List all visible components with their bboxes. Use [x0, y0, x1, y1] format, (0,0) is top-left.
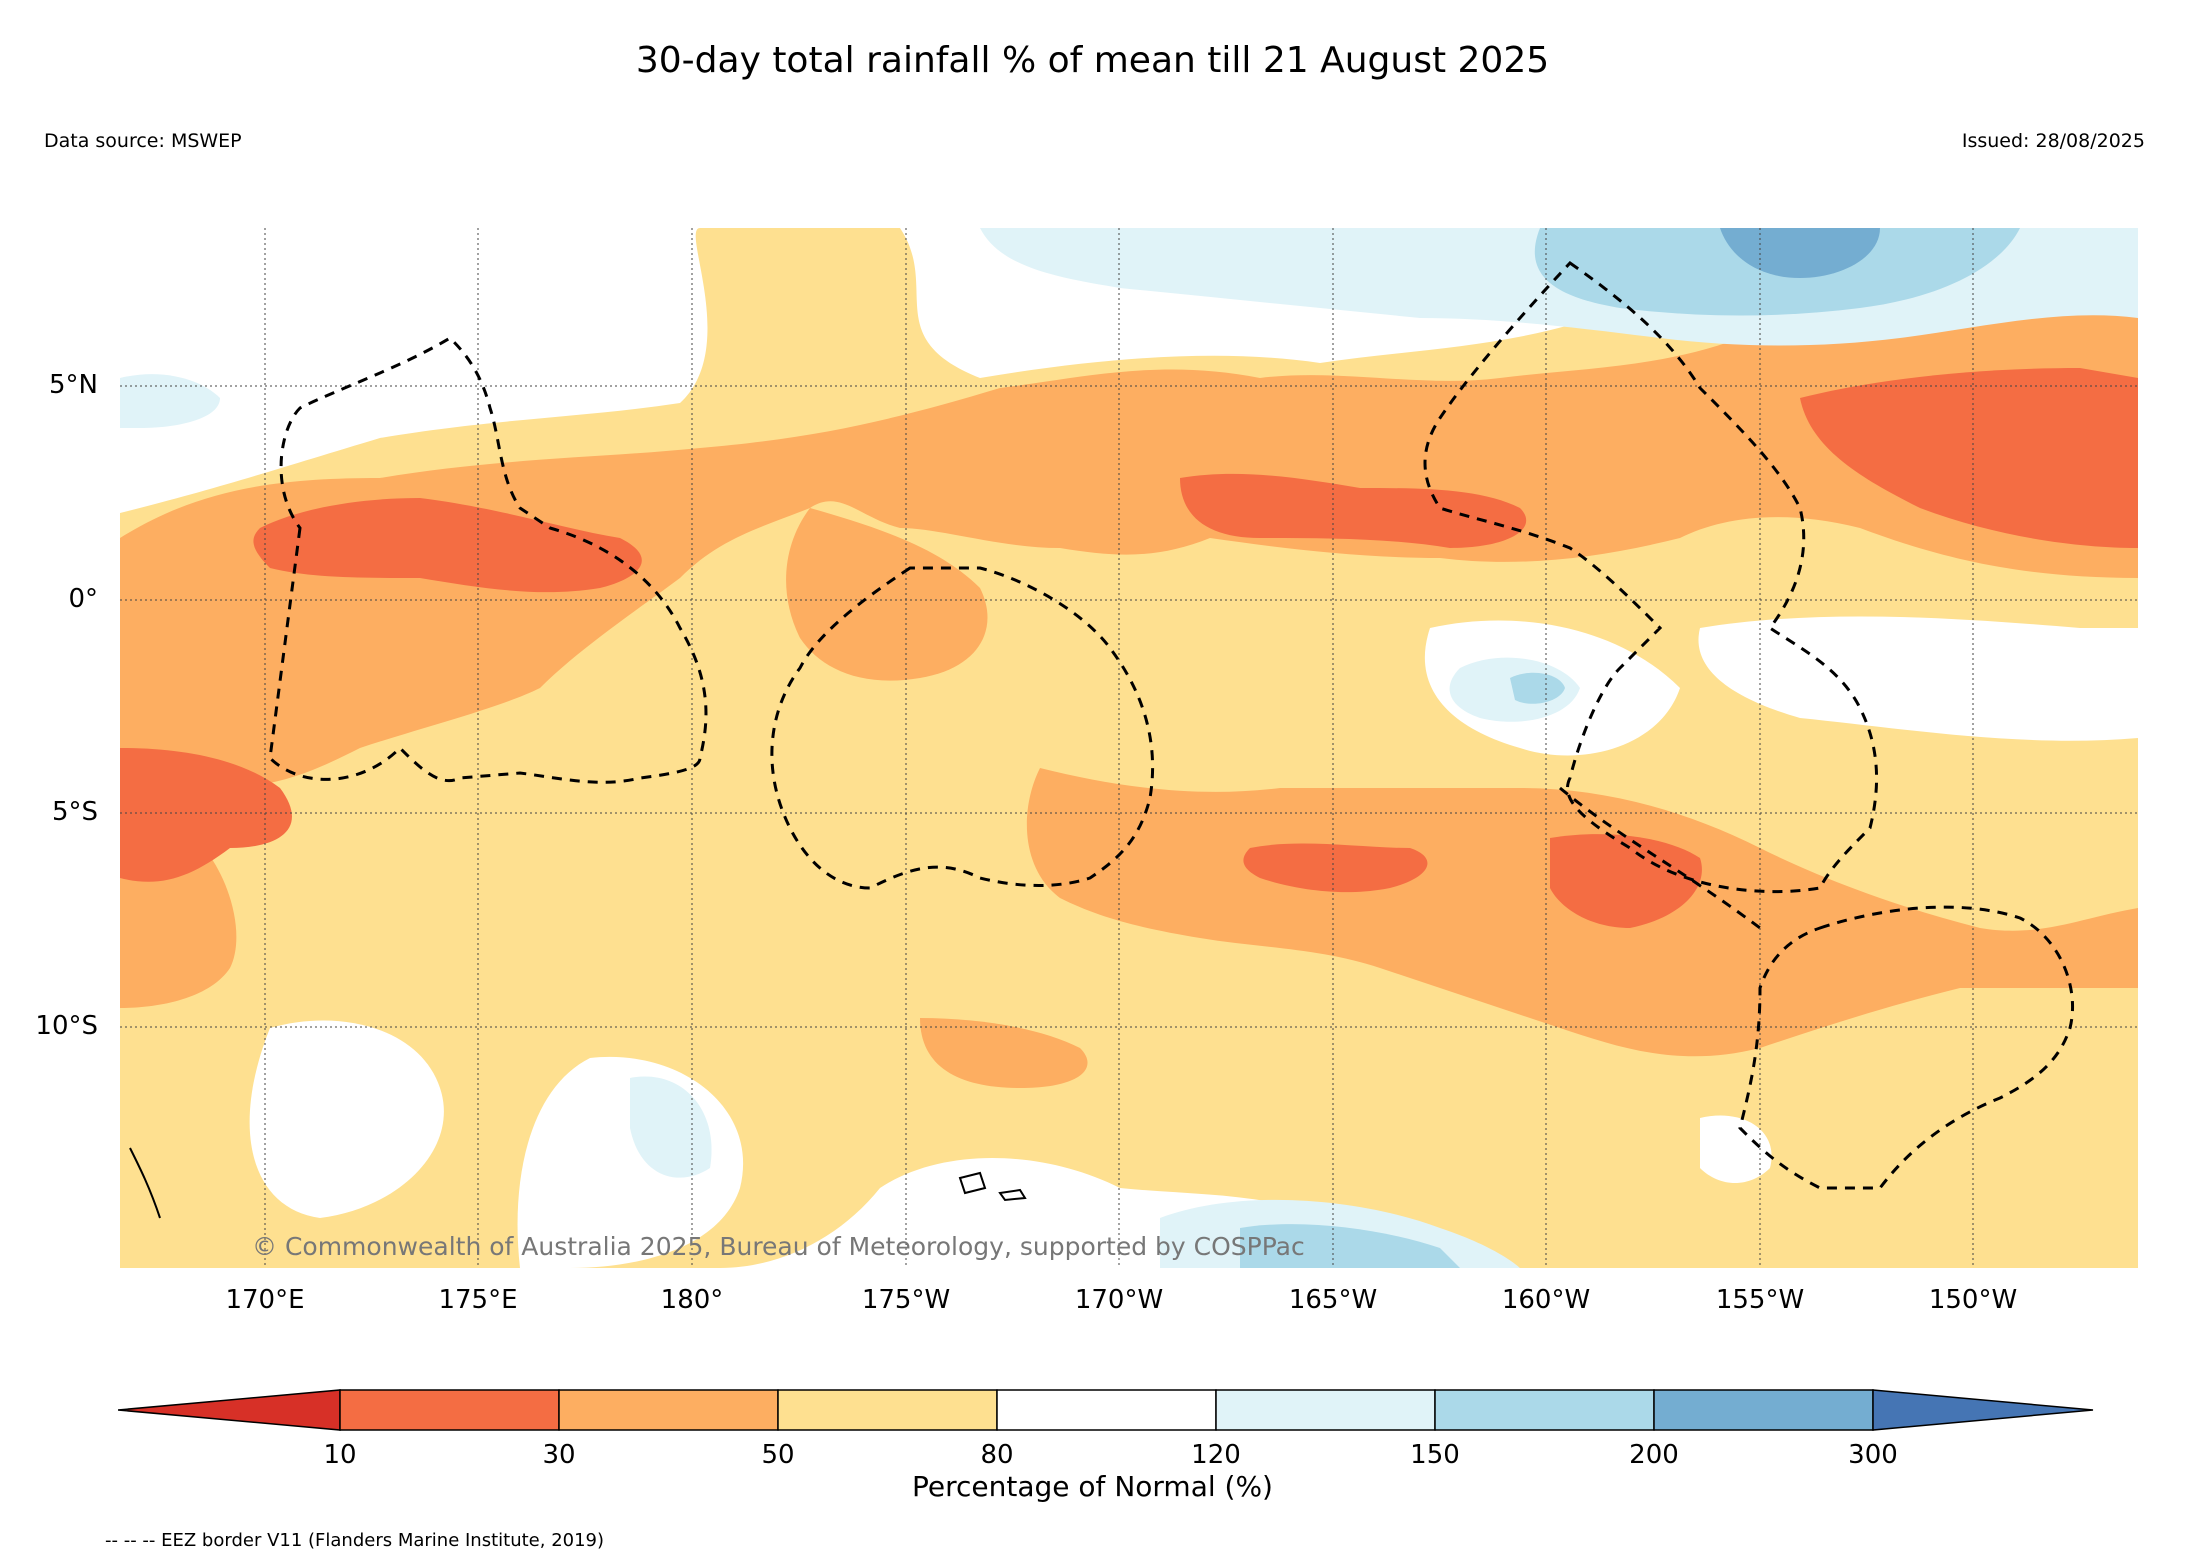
lon-label-165w: 165°W: [1288, 1285, 1378, 1315]
region-10-30-west-north: [253, 498, 642, 593]
lon-label-170e: 170°E: [225, 1285, 305, 1315]
colorbar-tick-10: 10: [323, 1440, 357, 1470]
region-30-50-central-tongue: [786, 508, 988, 681]
colorbar-50-80: [777, 1389, 998, 1431]
lon-label-160w: 160°W: [1501, 1285, 1591, 1315]
lon-label-175w: 175°W: [861, 1285, 951, 1315]
issued-date: Issued: 28/08/2025: [1961, 130, 2145, 152]
graticule: [120, 228, 2138, 1268]
eez-border-phoenix: [770, 566, 1155, 890]
lon-label-155w: 155°W: [1715, 1285, 1805, 1315]
region-30-50-main: [120, 308, 2138, 828]
data-source: Data source: MSWEP: [44, 130, 242, 152]
colorbar-tick-120: 120: [1191, 1440, 1241, 1470]
region-80-120-south-west: [249, 1020, 444, 1218]
colorbar-200-300: [1653, 1389, 1874, 1431]
region-10-30-west-south: [120, 748, 292, 882]
region-80-120-east-south: [1698, 616, 2138, 741]
region-10-30-south-central: [1243, 843, 1428, 893]
eez-border-tokelau: [1559, 786, 1761, 930]
eez-footnote: -- -- -- EEZ border V11 (Flanders Marine…: [105, 1530, 605, 1551]
island-samoa-east: [998, 1188, 1027, 1202]
colorbar-10-30: [339, 1389, 560, 1431]
region-10-30-east-north: [1800, 368, 2138, 548]
lon-label-175e: 175°E: [438, 1285, 518, 1315]
lon-label-150w: 150°W: [1928, 1285, 2018, 1315]
rainfall-map: [120, 228, 2138, 1268]
region-150-200-east-pocket: [1510, 672, 1565, 704]
colorbar-tick-80: 80: [980, 1440, 1014, 1470]
map-title: 30-day total rainfall % of mean till 21 …: [635, 40, 1550, 81]
region-120-150-west-north: [120, 374, 220, 428]
colorbar-120-150: [1215, 1389, 1436, 1431]
colorbar-tick-50: 50: [761, 1440, 795, 1470]
eez-borders: [268, 261, 2075, 1190]
lat-label-10s: 10°S: [35, 1011, 98, 1041]
rainfall-map-svg: [120, 228, 2138, 1268]
island-fiji: [129, 1147, 161, 1219]
island-samoa-west: [958, 1171, 987, 1195]
region-10-30-south-east: [1550, 834, 1702, 928]
region-80-120-se-pocket: [1700, 1115, 1772, 1183]
eez-border-line-islands: [1423, 261, 1879, 894]
colorbar-tick-150: 150: [1410, 1440, 1460, 1470]
region-200-300-north: [1720, 228, 1880, 278]
region-30-50-south-mid: [920, 1018, 1088, 1088]
eez-border-cook-south: [1738, 905, 2075, 1190]
colorbar-150-200: [1434, 1389, 1655, 1431]
region-150-200-south: [1240, 1224, 1460, 1268]
region-120-150-south-west: [630, 1076, 712, 1178]
lat-label-5n: 5°N: [49, 370, 98, 400]
colorbar-tick-30: 30: [542, 1440, 576, 1470]
colorbar-tick-300: 300: [1848, 1440, 1898, 1470]
copyright-text: © Commonwealth of Australia 2025, Bureau…: [252, 1232, 1305, 1261]
lon-label-180: 180°: [660, 1285, 724, 1315]
colorbar-lt10: [118, 1389, 341, 1431]
islands: [129, 1147, 1027, 1219]
lon-label-170w: 170°W: [1074, 1285, 1164, 1315]
colorbar-30-50: [558, 1389, 779, 1431]
lat-label-5s: 5°S: [51, 797, 98, 827]
region-10-30-central-north: [1180, 473, 1527, 548]
colorbar-tick-200: 200: [1629, 1440, 1679, 1470]
colorbar: [118, 1389, 2094, 1431]
colorbar-80-120: [996, 1389, 1217, 1431]
lat-label-0: 0°: [68, 584, 98, 614]
colorbar-title: Percentage of Normal (%): [912, 1470, 1273, 1503]
colorbar-gt300: [1872, 1389, 2094, 1431]
region-80-120-south-mid: [880, 1182, 1140, 1268]
